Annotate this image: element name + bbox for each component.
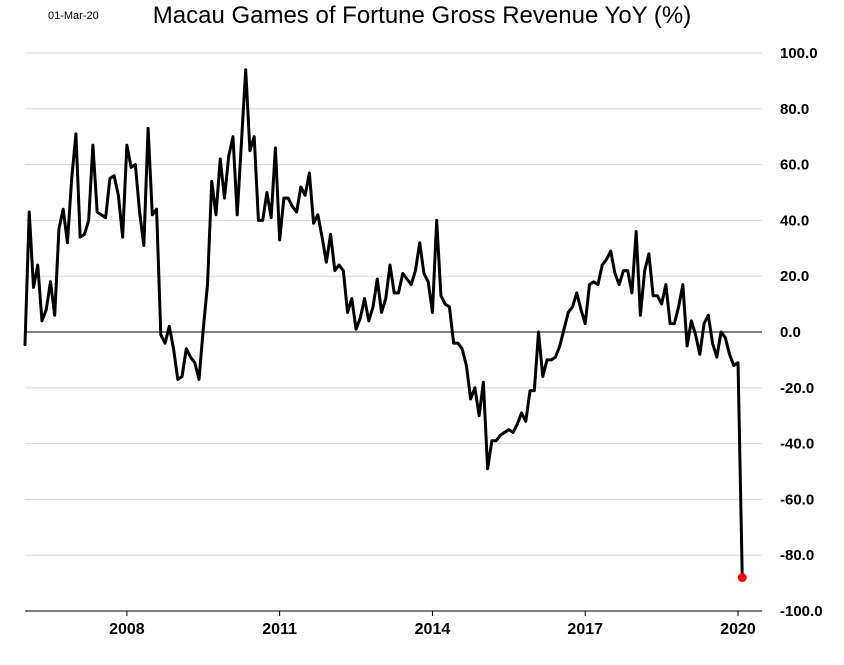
series-line <box>23 68 744 580</box>
x-tick-label: 2011 <box>262 621 297 638</box>
date-stamp: 01-Mar-20 <box>48 10 99 22</box>
x-axis <box>25 610 762 616</box>
y-tick-label: -80.0 <box>780 547 814 564</box>
y-tick-label: 60.0 <box>780 157 809 174</box>
y-tick-label: -100.0 <box>780 603 823 620</box>
x-tick-label: 2014 <box>415 621 451 638</box>
x-axis-ticks: 2008 2011 2014 2017 2020 <box>109 621 756 638</box>
y-axis-ticks: 100.0 80.0 60.0 40.0 20.0 0.0 -20.0 -40.0 -60.0 -… <box>780 45 823 620</box>
x-tick-label: 2017 <box>567 621 603 638</box>
y-tick-label: -60.0 <box>780 491 814 508</box>
x-tick-label: 2020 <box>720 621 756 638</box>
chart-title: Macau Games of Fortune Gross Revenue YoY… <box>152 2 692 29</box>
x-tick-label: 2008 <box>109 621 145 638</box>
latest-point-marker <box>737 573 747 583</box>
y-tick-label: 40.0 <box>780 212 809 229</box>
y-tick-label: 100.0 <box>780 45 818 62</box>
series-layer <box>23 68 747 583</box>
y-tick-label: -40.0 <box>780 436 814 453</box>
y-tick-label: 0.0 <box>780 324 801 341</box>
y-tick-label: 80.0 <box>780 101 809 118</box>
y-tick-label: -20.0 <box>780 380 814 397</box>
y-tick-label: 20.0 <box>780 268 809 285</box>
